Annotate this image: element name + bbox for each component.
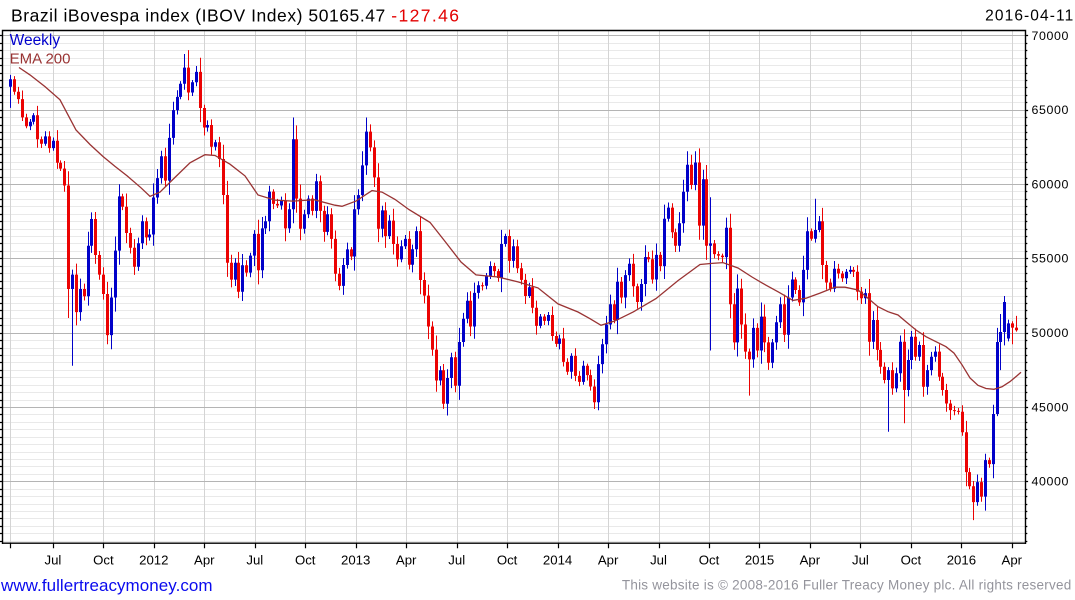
svg-text:Oct: Oct [295,553,316,568]
svg-text:Weekly: Weekly [10,32,61,49]
svg-text:Jul: Jul [246,553,263,568]
svg-text:45000: 45000 [1032,400,1069,414]
svg-text:2016: 2016 [947,553,976,568]
svg-text:2014: 2014 [543,553,572,568]
svg-text:EMA 200: EMA 200 [10,51,71,68]
svg-text:55000: 55000 [1032,252,1069,266]
svg-text:40000: 40000 [1032,475,1069,489]
svg-text:This website is © 2008-2016 Fu: This website is © 2008-2016 Fuller Treac… [622,578,1072,593]
svg-text:70000: 70000 [1032,29,1069,43]
svg-text:2015: 2015 [745,553,774,568]
svg-text:50000: 50000 [1032,326,1069,340]
svg-text:Brazil iBovespa index (IBOV In: Brazil iBovespa index (IBOV Index) 50165… [11,5,460,25]
svg-text:65000: 65000 [1032,103,1069,117]
svg-text:Apr: Apr [800,553,821,568]
svg-text:Apr: Apr [396,553,417,568]
svg-text:60000: 60000 [1032,177,1069,191]
svg-text:Jul: Jul [448,553,465,568]
svg-text:2012: 2012 [139,553,168,568]
svg-text:Jul: Jul [44,553,61,568]
svg-text:Oct: Oct [497,553,518,568]
svg-text:Jul: Jul [650,553,667,568]
svg-text:Apr: Apr [194,553,215,568]
svg-text:Jul: Jul [852,553,869,568]
svg-text:2016-04-11: 2016-04-11 [985,7,1074,24]
svg-text:Oct: Oct [901,553,922,568]
svg-text:Apr: Apr [598,553,619,568]
svg-text:2013: 2013 [341,553,370,568]
svg-text:www.fullertreacymoney.com: www.fullertreacymoney.com [0,576,213,595]
svg-text:Apr: Apr [1002,553,1023,568]
svg-text:Oct: Oct [93,553,114,568]
svg-text:Oct: Oct [699,553,720,568]
